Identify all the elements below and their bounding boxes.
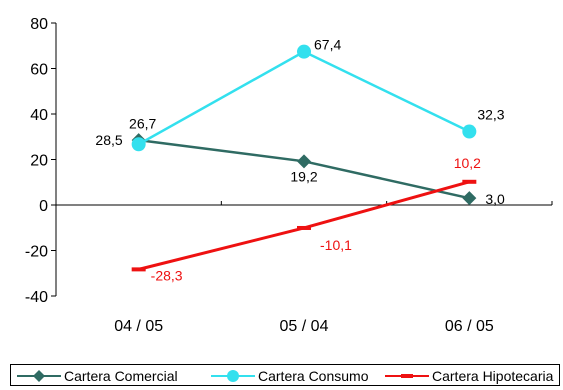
diamond-point [297, 154, 311, 169]
y-tick-label: 80 [30, 16, 48, 33]
y-tick-label: 0 [39, 198, 48, 215]
line-chart: 80 60 40 20 0 -20 -40 04 / 05 05 / 04 06 / 05 28,… [25, 16, 553, 335]
y-tick-label: -20 [25, 244, 48, 261]
y-tick-label: -40 [25, 289, 48, 306]
legend-label: Cartera Hipotecaria [432, 368, 554, 384]
data-label: 26,7 [129, 115, 156, 131]
legend-label: Cartera Comercial [64, 368, 178, 384]
y-tick-label: 40 [30, 107, 48, 124]
diamond-point [462, 191, 477, 206]
data-label: 19,2 [290, 168, 317, 184]
circle-point [297, 44, 311, 59]
x-tick-label: 04 / 05 [114, 318, 163, 335]
data-label: 67,4 [314, 37, 341, 53]
series-line [138, 50, 470, 146]
data-label: 3,0 [485, 191, 505, 207]
legend-label: Cartera Consumo [258, 368, 369, 384]
circle-point [131, 137, 146, 152]
data-label: -28,3 [151, 267, 183, 283]
series-layer [131, 44, 477, 272]
data-label: -10,1 [320, 237, 352, 253]
circle-marker-icon [211, 370, 255, 382]
series-line [138, 180, 470, 271]
diamond-marker-icon [17, 370, 61, 382]
dash-marker-icon [385, 374, 429, 378]
series-cartera-hipotecaria [131, 179, 477, 272]
data-label: 32,3 [477, 107, 504, 123]
data-label: 28,5 [95, 132, 122, 148]
y-tick-label: 60 [30, 62, 48, 79]
x-tick-label: 06 / 05 [445, 318, 494, 335]
x-tick-label: 05 / 04 [280, 318, 329, 335]
axes: 80 60 40 20 0 -20 -40 04 / 05 05 / 04 06 / 05 [25, 16, 553, 335]
data-label: 10,2 [454, 155, 481, 171]
data-labels: 28,5 19,2 3,0 26,7 67,4 32,3 -28,3 -10,1 10,2 [95, 37, 505, 284]
y-tick-label: 20 [30, 153, 48, 170]
series-cartera-consumo [131, 44, 477, 152]
legend: Cartera Comercial Cartera Consumo Carter… [10, 364, 560, 386]
circle-point [462, 124, 477, 139]
